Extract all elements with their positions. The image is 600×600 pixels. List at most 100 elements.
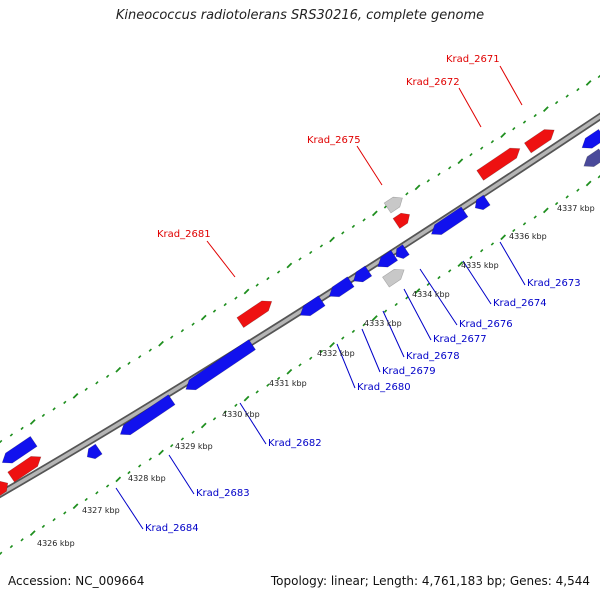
minor-tick (212, 309, 217, 313)
scale-labels: 4326 kbp 4327 kbp 4328 kbp 4329 kbp 4330… (37, 204, 595, 548)
gene-arrow-krad-2680[interactable] (297, 295, 326, 320)
major-tick (329, 341, 335, 348)
major-tick (158, 449, 164, 456)
callout-krad-2679 (361, 328, 381, 373)
minor-tick (266, 383, 270, 387)
major-tick (29, 419, 36, 425)
minor-tick (191, 430, 195, 434)
minor-tick (469, 153, 473, 157)
gene-arrow-krad-2682[interactable] (182, 339, 256, 395)
minor-tick (180, 437, 185, 441)
minor-tick (480, 146, 484, 150)
major-tick (115, 476, 122, 483)
minor-tick (148, 457, 152, 461)
minor-tick (576, 87, 580, 92)
gene-label-krad-2671[interactable]: Krad_2671 (446, 54, 500, 65)
gene-label-krad-2678[interactable]: Krad_2678 (406, 351, 460, 362)
kbp-label-4326: 4326 kbp (37, 539, 75, 548)
gene-arrow-grey-upper[interactable] (383, 193, 406, 214)
gene-label-krad-2672[interactable]: Krad_2672 (406, 77, 460, 88)
gene-label-krad-2673[interactable]: Krad_2673 (527, 278, 581, 289)
gene-label-krad-2674[interactable]: Krad_2674 (493, 298, 547, 309)
gene-label-krad-2681[interactable]: Krad_2681 (157, 229, 211, 240)
minor-tick (52, 518, 56, 522)
major-tick (29, 530, 36, 537)
minor-tick (426, 179, 430, 183)
minor-tick (180, 329, 185, 333)
major-tick (585, 80, 592, 86)
gene-arrow-krad-2676[interactable] (393, 244, 410, 262)
gene-label-krad-2676[interactable]: Krad_2676 (459, 319, 513, 330)
callout-krad-2680 (336, 343, 356, 389)
kbp-label-4330: 4330 kbp (222, 410, 260, 419)
minor-tick (490, 140, 495, 144)
gene-arrow-krad-2683[interactable] (117, 394, 176, 440)
major-tick (500, 234, 507, 241)
accession-text: Accession: NC_009664 (8, 574, 145, 588)
minor-tick (127, 470, 131, 475)
minor-tick (138, 355, 142, 359)
gene-arrow-krad-2684[interactable] (84, 443, 103, 462)
gene-arrow-krad-2681[interactable] (236, 296, 275, 329)
gene-arrow-krad-2677[interactable] (374, 250, 399, 271)
minor-tick (533, 215, 537, 219)
minor-tick (255, 390, 259, 394)
major-tick (286, 368, 293, 375)
gene-arrow-krad-2675[interactable] (392, 210, 413, 229)
gene-label-krad-2680[interactable]: Krad_2680 (357, 382, 411, 393)
minor-tick (170, 444, 174, 448)
minor-tick (127, 361, 131, 365)
gene-arrow-krad-2674[interactable] (472, 194, 491, 213)
minor-tick (554, 100, 559, 105)
major-tick (371, 315, 378, 321)
gene-arrow-forward-edge-2[interactable] (0, 478, 11, 497)
gene-arrow-forward-edge-1[interactable] (7, 452, 45, 483)
callout-krad-2672 (458, 87, 482, 128)
minor-tick (0, 439, 3, 444)
gene-arrow-grey-lower[interactable] (382, 265, 408, 288)
kbp-label-4333: 4333 kbp (364, 319, 402, 328)
kbp-label-4335: 4335 kbp (461, 261, 499, 270)
gene-label-krad-2684[interactable]: Krad_2684 (145, 523, 199, 534)
minor-tick (448, 269, 452, 273)
minor-tick (223, 410, 227, 414)
minor-tick (9, 544, 14, 549)
gene-arrow-krad-2672[interactable] (476, 144, 524, 181)
major-tick (457, 261, 464, 268)
major-tick (414, 184, 421, 191)
kbp-label-4332: 4332 kbp (317, 349, 355, 358)
minor-tick (351, 224, 356, 229)
major-tick (542, 207, 549, 214)
gene-arrow-krad-2678[interactable] (350, 265, 373, 286)
kbp-label-4334: 4334 kbp (412, 290, 450, 299)
minor-tick (565, 195, 569, 199)
minor-tick (383, 309, 388, 313)
minor-tick (148, 348, 152, 352)
minor-tick (84, 387, 88, 391)
page-title: Kineococcus radiotolerans SRS30216, comp… (115, 8, 485, 23)
gene-label-krad-2675[interactable]: Krad_2675 (307, 135, 361, 146)
minor-tick (95, 491, 99, 495)
gene-label-krad-2677[interactable]: Krad_2677 (433, 334, 487, 345)
minor-tick (512, 127, 516, 131)
kbp-label-4327: 4327 kbp (82, 506, 120, 515)
gene-arrow-krad-2671[interactable] (523, 125, 557, 154)
gene-arrow-krad-2679[interactable] (326, 276, 355, 301)
minor-tick (405, 192, 409, 196)
gene-label-krad-2683[interactable]: Krad_2683 (196, 488, 250, 499)
gene-arrow-reverse-edge[interactable] (579, 128, 600, 152)
gene-arrow-krad-2673[interactable] (428, 206, 469, 239)
callout-krad-2678 (382, 310, 405, 358)
minor-tick (351, 329, 356, 334)
minor-tick (276, 270, 281, 274)
minor-tick (20, 538, 24, 542)
gene-arrow-reverse-left[interactable] (0, 435, 38, 467)
gene-label-krad-2682[interactable]: Krad_2682 (268, 438, 322, 449)
minor-tick (448, 166, 452, 170)
minor-tick (234, 403, 238, 407)
gene-arrow-dark-edge[interactable] (581, 148, 600, 171)
gene-label-krad-2679[interactable]: Krad_2679 (382, 366, 436, 377)
minor-tick (319, 244, 324, 248)
minor-tick (512, 228, 516, 233)
kbp-label-4328: 4328 kbp (128, 474, 166, 483)
